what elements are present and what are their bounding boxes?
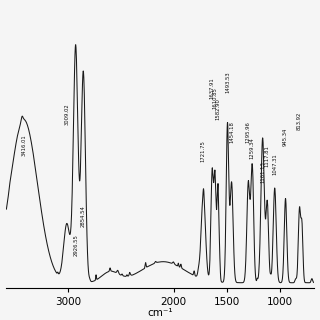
Text: 813.92: 813.92 bbox=[297, 112, 302, 130]
Text: 1610.85: 1610.85 bbox=[212, 87, 218, 109]
Text: 1454.18: 1454.18 bbox=[229, 121, 234, 143]
Text: 1259.34: 1259.34 bbox=[250, 137, 255, 159]
Text: 1161.13: 1161.13 bbox=[260, 161, 265, 183]
Text: 3009.02: 3009.02 bbox=[64, 103, 69, 125]
Text: 945.34: 945.34 bbox=[283, 127, 288, 146]
Text: 2926.55: 2926.55 bbox=[73, 235, 78, 256]
Text: 1117.81: 1117.81 bbox=[265, 145, 270, 167]
Text: 1493.53: 1493.53 bbox=[225, 72, 230, 93]
X-axis label: cm⁻¹: cm⁻¹ bbox=[147, 308, 173, 318]
Text: 1295.96: 1295.96 bbox=[246, 121, 251, 143]
Text: 2854.54: 2854.54 bbox=[81, 205, 86, 228]
Text: 1637.91: 1637.91 bbox=[210, 77, 215, 99]
Text: 1721.75: 1721.75 bbox=[201, 140, 206, 162]
Text: 1047.31: 1047.31 bbox=[272, 153, 277, 175]
Text: 3416.01: 3416.01 bbox=[21, 135, 26, 156]
Text: 1582.90: 1582.90 bbox=[216, 98, 220, 120]
